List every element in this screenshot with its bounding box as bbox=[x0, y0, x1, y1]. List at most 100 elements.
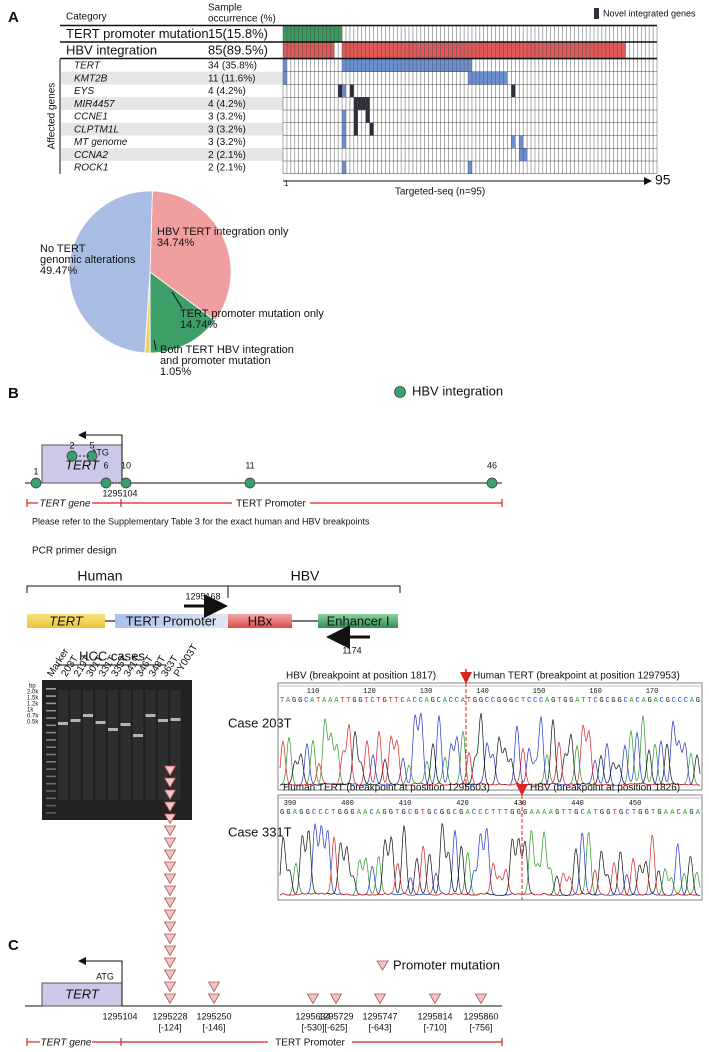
gene-label: CCNA2 bbox=[74, 150, 108, 161]
sample-cell bbox=[345, 59, 350, 72]
legend-swatch bbox=[394, 386, 406, 398]
gel-band bbox=[70, 719, 81, 722]
sample-cell bbox=[511, 42, 516, 59]
gel-title: HCC cases bbox=[79, 648, 145, 663]
sample-cell bbox=[424, 59, 429, 72]
mutation-marker bbox=[163, 837, 177, 849]
offset-label: [-710] bbox=[423, 1022, 446, 1032]
ladder-band bbox=[46, 812, 56, 814]
ladder-band bbox=[46, 702, 56, 705]
gel-band bbox=[108, 728, 118, 731]
breakpoint-label: HBV (breakpoint at position 1817) bbox=[286, 671, 436, 682]
segment-label: Enhancer I bbox=[327, 613, 390, 628]
sample-cell bbox=[326, 42, 331, 59]
genes-label: Affected genes bbox=[47, 83, 58, 150]
sample-cell bbox=[283, 59, 287, 72]
sample-cell bbox=[515, 42, 520, 59]
sample-cell bbox=[487, 71, 492, 85]
ruler-tick: 150 bbox=[533, 688, 546, 696]
novel-cell bbox=[353, 122, 358, 136]
occurrence-label: 4 (4.2%) bbox=[208, 99, 246, 110]
offset-label: [-530] bbox=[301, 1022, 324, 1032]
novel-cell bbox=[365, 110, 370, 123]
sample-cell bbox=[342, 59, 346, 72]
occurrence-label: 4 (4.2%) bbox=[208, 86, 246, 97]
pcr-title: PCR primer design bbox=[32, 546, 116, 557]
sample-cell bbox=[499, 71, 504, 85]
gene-label: MIR4457 bbox=[74, 99, 115, 110]
size-label: 1.5k bbox=[27, 696, 39, 702]
position-label: 1295104 bbox=[102, 1011, 137, 1021]
sample-cell bbox=[416, 42, 421, 59]
case-label: Case 331T bbox=[228, 824, 292, 839]
sample-cell bbox=[590, 42, 595, 59]
slice-label: and promoter mutation bbox=[160, 355, 271, 367]
slice-label: No TERT bbox=[40, 243, 86, 255]
segment bbox=[318, 614, 398, 628]
legend-swatch bbox=[594, 8, 599, 19]
sample-cell bbox=[578, 42, 583, 59]
size-label: 0.5k bbox=[27, 720, 39, 726]
mutation-marker bbox=[163, 969, 177, 981]
mutation-marker bbox=[163, 825, 177, 837]
sample-cell bbox=[286, 26, 291, 42]
position-label: 1295814 bbox=[417, 1011, 452, 1021]
mutation-stack bbox=[329, 993, 343, 1005]
gel-smear bbox=[108, 690, 118, 800]
breakpoint-label: HBV (breakpoint at position 1826) bbox=[530, 783, 680, 794]
sample-cell bbox=[456, 42, 461, 59]
slice-label: TERT promoter mutation only bbox=[180, 308, 324, 320]
gel-band bbox=[120, 723, 131, 726]
sample-cell bbox=[468, 59, 472, 72]
integration-site bbox=[66, 450, 78, 462]
legend-label: HBV integration bbox=[412, 383, 503, 398]
trace-frame bbox=[277, 794, 703, 901]
sample-cell bbox=[330, 42, 335, 59]
row-shade bbox=[61, 122, 283, 136]
legend-label: Promoter mutation bbox=[393, 957, 500, 972]
sample-cell bbox=[460, 59, 465, 72]
position-label: 1295250 bbox=[196, 1011, 231, 1021]
mutation-stack bbox=[428, 993, 442, 1005]
position-label: 1295747 bbox=[362, 1011, 397, 1021]
pie-slice bbox=[68, 190, 153, 354]
sample-cell bbox=[322, 42, 327, 59]
mutation-marker bbox=[428, 993, 442, 1005]
trace-frame bbox=[277, 682, 703, 791]
sample-cell bbox=[286, 42, 291, 59]
sample-cell bbox=[452, 59, 457, 72]
sample-cell bbox=[432, 59, 437, 72]
region-bar bbox=[26, 1038, 503, 1046]
primer-label: 1295168 bbox=[185, 591, 220, 601]
sample-cell bbox=[283, 71, 287, 85]
sample-cell bbox=[617, 42, 622, 59]
sample-cell bbox=[401, 42, 406, 59]
sample-cell bbox=[479, 42, 484, 59]
sample-cell bbox=[428, 42, 433, 59]
sample-cell bbox=[527, 42, 532, 59]
sample-cell bbox=[294, 26, 299, 42]
sample-cell bbox=[393, 42, 398, 59]
sample-cell bbox=[503, 42, 508, 59]
mutation-stack bbox=[163, 765, 177, 1005]
sample-cell bbox=[586, 42, 591, 59]
ladder-band bbox=[46, 761, 56, 763]
sample-cell bbox=[397, 59, 402, 72]
sample-cell bbox=[475, 71, 480, 85]
mutation-marker bbox=[163, 993, 177, 1005]
novel-cell bbox=[353, 110, 358, 123]
sample-cell bbox=[471, 71, 476, 85]
site-label: 46 bbox=[487, 460, 497, 470]
segment-label: TERT bbox=[49, 613, 84, 628]
sample-cell bbox=[440, 59, 445, 72]
novel-cell bbox=[353, 97, 358, 110]
sample-cell bbox=[357, 42, 362, 59]
panel-label: C bbox=[8, 937, 19, 954]
ladder-band bbox=[46, 695, 56, 697]
gel-band bbox=[95, 721, 106, 724]
mutation-marker bbox=[163, 957, 177, 969]
sample-cell bbox=[310, 42, 315, 59]
ladder-band bbox=[46, 782, 56, 785]
sample-cell bbox=[342, 135, 346, 149]
